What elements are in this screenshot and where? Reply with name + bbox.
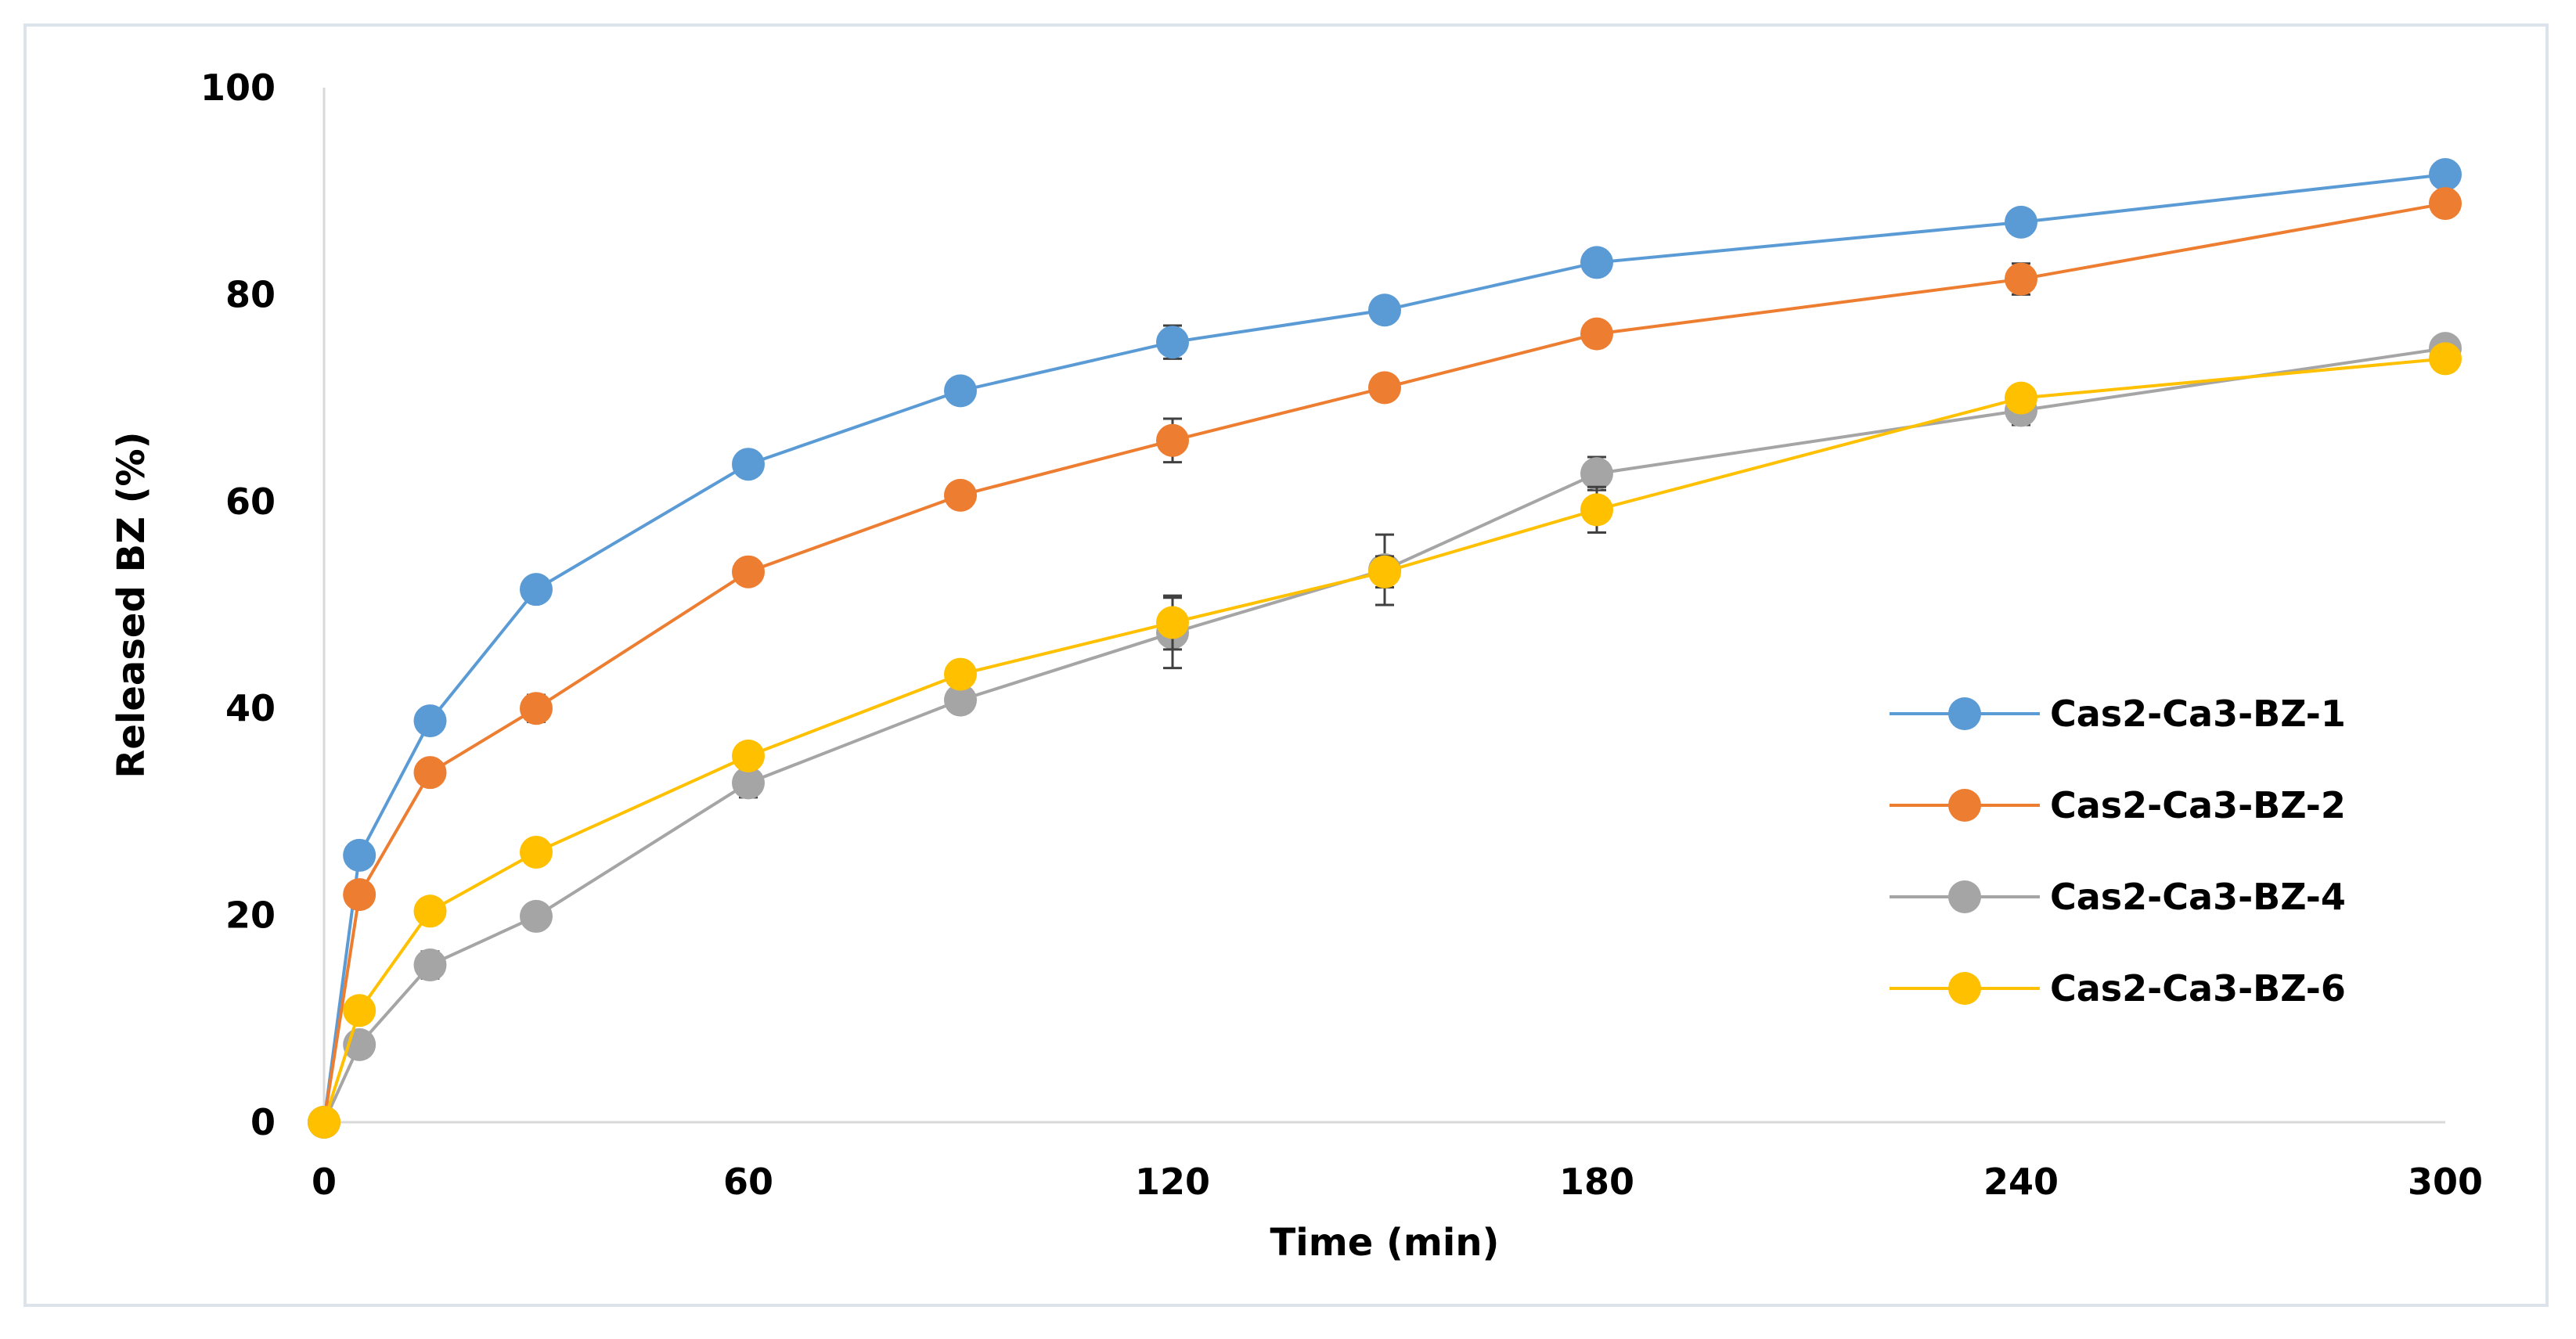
- y-tick-labels: 0 20 40 60 80 100: [200, 67, 276, 1143]
- x-tick-label: 180: [1559, 1161, 1634, 1203]
- data-point: [732, 448, 765, 481]
- data-point: [944, 374, 977, 408]
- legend-marker-1: [1948, 697, 1981, 730]
- data-point: [1156, 326, 1189, 359]
- x-tick-label: 60: [723, 1161, 773, 1203]
- data-point: [944, 683, 977, 717]
- series-3: [308, 332, 2462, 1139]
- legend-label-2: Cas2-Ca3-BZ-2: [2050, 784, 2346, 826]
- data-point: [520, 573, 553, 607]
- data-point: [413, 704, 447, 738]
- legend-marker-3: [1948, 880, 1981, 913]
- data-point: [1580, 317, 1613, 351]
- data-point: [343, 994, 376, 1028]
- data-point: [1580, 246, 1613, 279]
- data-point: [520, 692, 553, 725]
- data-point: [413, 894, 447, 928]
- legend-label-4: Cas2-Ca3-BZ-6: [2050, 967, 2346, 1010]
- data-point: [520, 835, 553, 869]
- data-point: [1156, 423, 1189, 457]
- data-point: [1580, 457, 1613, 491]
- y-tick-label: 60: [225, 481, 276, 523]
- x-tick-label: 300: [2408, 1161, 2483, 1203]
- y-axis-title: Released BZ (%): [110, 431, 153, 778]
- y-tick-label: 80: [225, 273, 276, 315]
- data-point: [1156, 606, 1189, 639]
- data-point: [2429, 158, 2462, 192]
- data-point: [944, 657, 977, 691]
- legend-item-1: Cas2-Ca3-BZ-1: [1890, 693, 2346, 735]
- data-point: [1368, 555, 1401, 589]
- data-point: [308, 1106, 340, 1139]
- axes: [322, 88, 2445, 1124]
- x-axis-title: Time (min): [1270, 1221, 1500, 1265]
- data-point: [2005, 262, 2037, 296]
- legend-item-3: Cas2-Ca3-BZ-4: [1890, 876, 2346, 918]
- y-tick-label: 100: [200, 67, 276, 109]
- y-tick-label: 40: [225, 687, 276, 729]
- legend-item-2: Cas2-Ca3-BZ-2: [1890, 784, 2346, 826]
- legend: Cas2-Ca3-BZ-1 Cas2-Ca3-BZ-2 Cas2-Ca3-BZ-…: [1890, 693, 2346, 1010]
- data-point: [944, 478, 977, 512]
- y-tick-label: 20: [225, 894, 276, 937]
- x-tick-label: 0: [312, 1161, 337, 1203]
- data-point: [732, 766, 765, 800]
- x-tick-label: 240: [1983, 1161, 2059, 1203]
- y-tick-label: 0: [250, 1101, 276, 1143]
- data-point: [2429, 187, 2462, 221]
- x-tick-labels: 0 60 120 180 240 300: [312, 1161, 2483, 1203]
- series-4: [308, 342, 2462, 1139]
- data-point: [1368, 371, 1401, 405]
- series-1: [308, 158, 2462, 1139]
- series-layer: [308, 158, 2462, 1139]
- data-point: [732, 555, 765, 589]
- legend-label-1: Cas2-Ca3-BZ-1: [2050, 693, 2346, 735]
- data-point: [520, 899, 553, 933]
- data-point: [1580, 493, 1613, 527]
- data-point: [343, 878, 376, 912]
- chart-frame: 0 20 40 60 80 100 0 60 120 180 240 300 Released BZ…: [23, 23, 2549, 1307]
- legend-label-3: Cas2-Ca3-BZ-4: [2050, 876, 2346, 918]
- data-point: [2429, 342, 2462, 376]
- data-point: [2005, 205, 2037, 239]
- legend-marker-2: [1948, 789, 1981, 822]
- legend-marker-4: [1948, 972, 1981, 1005]
- legend-item-4: Cas2-Ca3-BZ-6: [1890, 967, 2346, 1010]
- data-point: [1368, 293, 1401, 327]
- data-point: [413, 948, 447, 982]
- data-point: [2005, 381, 2037, 415]
- x-tick-label: 120: [1135, 1161, 1210, 1203]
- data-point: [343, 838, 376, 872]
- data-point: [413, 756, 447, 790]
- release-profile-chart: 0 20 40 60 80 100 0 60 120 180 240 300 Released BZ…: [110, 67, 2483, 1265]
- data-point: [732, 740, 765, 773]
